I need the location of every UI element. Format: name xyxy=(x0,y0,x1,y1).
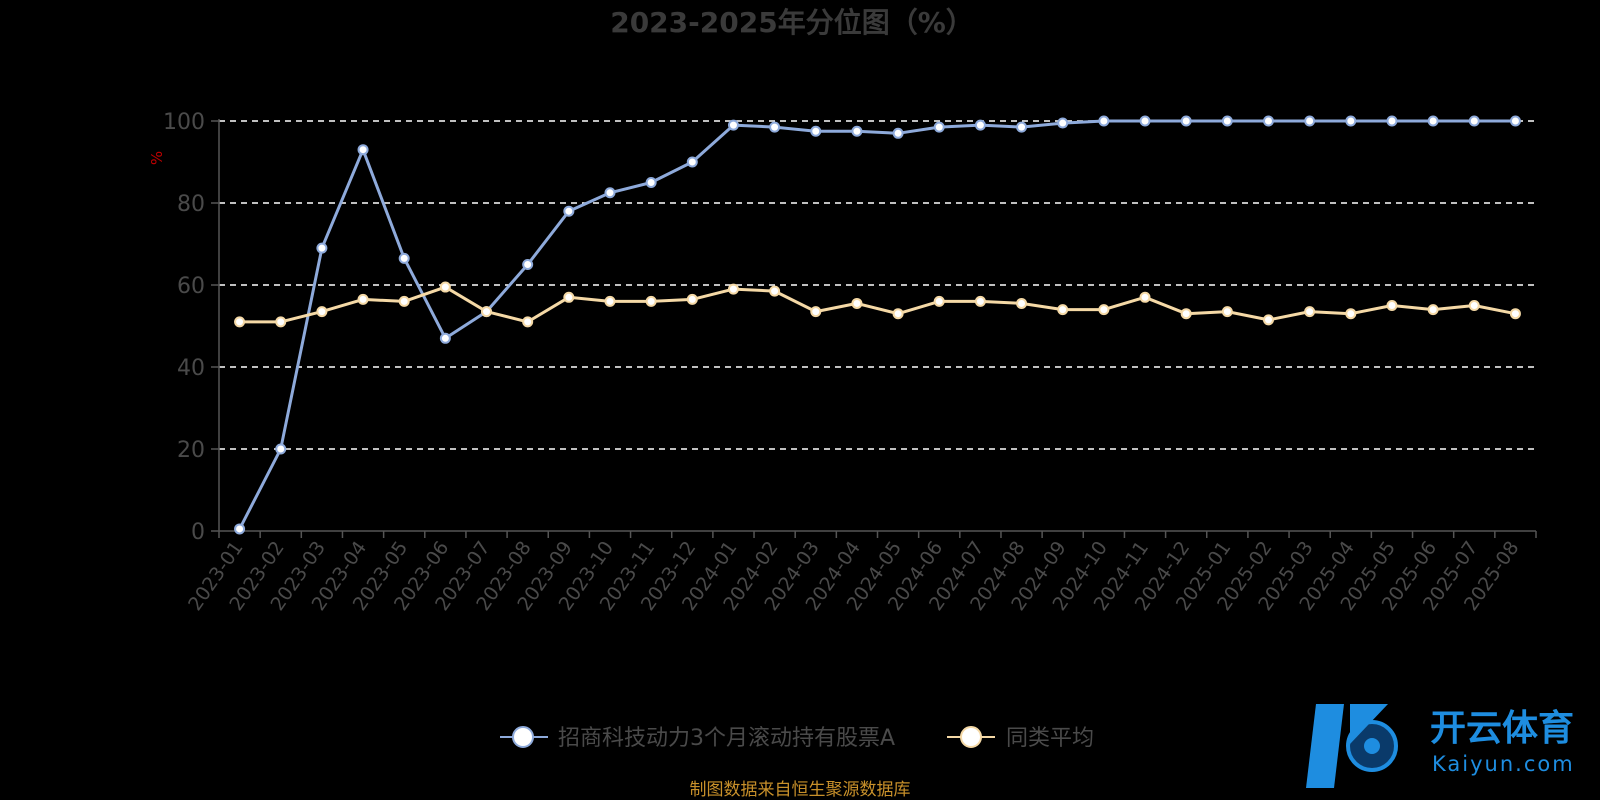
data-point[interactable] xyxy=(892,308,904,320)
legend-marker-peer-average xyxy=(960,726,982,748)
data-point[interactable] xyxy=(851,297,863,309)
data-point[interactable] xyxy=(357,293,369,305)
y-tick-label: 80 xyxy=(177,192,205,217)
data-point[interactable] xyxy=(522,316,534,328)
y-tick-label: 0 xyxy=(191,520,205,545)
data-point[interactable] xyxy=(398,252,410,264)
x-tick-labels: 2023-012023-022023-032023-042023-052023-… xyxy=(184,537,1523,615)
data-point[interactable] xyxy=(892,127,904,139)
data-point[interactable] xyxy=(1139,291,1151,303)
source-note: 制图数据来自恒生聚源数据库 xyxy=(690,780,911,800)
data-point[interactable] xyxy=(1262,314,1274,326)
y-axis-unit: % xyxy=(148,151,166,165)
data-point[interactable] xyxy=(1468,115,1480,127)
data-point[interactable] xyxy=(1509,308,1521,320)
series-group xyxy=(234,115,1521,535)
data-point[interactable] xyxy=(974,119,986,131)
data-point[interactable] xyxy=(357,144,369,156)
data-point[interactable] xyxy=(1098,115,1110,127)
chart-title: 2023-2025年分位图（%） xyxy=(610,6,974,39)
data-point[interactable] xyxy=(563,205,575,217)
data-point[interactable] xyxy=(1427,115,1439,127)
data-point[interactable] xyxy=(769,285,781,297)
data-point[interactable] xyxy=(439,281,451,293)
data-point[interactable] xyxy=(1139,115,1151,127)
data-point[interactable] xyxy=(1221,306,1233,318)
legend-item-peer-average[interactable]: 同类平均 xyxy=(947,726,1094,751)
y-tick-labels: 0 20 40 60 80 100 xyxy=(163,110,219,545)
data-point[interactable] xyxy=(1386,115,1398,127)
data-point[interactable] xyxy=(604,295,616,307)
data-point[interactable] xyxy=(275,316,287,328)
data-point[interactable] xyxy=(1262,115,1274,127)
data-point[interactable] xyxy=(1057,117,1069,129)
data-point[interactable] xyxy=(1509,115,1521,127)
data-point[interactable] xyxy=(933,295,945,307)
y-tick-label: 40 xyxy=(177,356,205,381)
legend-label-peer-average: 同类平均 xyxy=(1006,726,1094,751)
data-point[interactable] xyxy=(1057,304,1069,316)
data-point[interactable] xyxy=(1468,300,1480,311)
data-point[interactable] xyxy=(851,125,863,137)
data-point[interactable] xyxy=(522,259,534,270)
axes xyxy=(218,119,1537,538)
watermark-en: Kaiyun.com xyxy=(1432,752,1575,776)
data-point[interactable] xyxy=(727,119,739,131)
data-point[interactable] xyxy=(1304,306,1316,318)
y-tick-label: 20 xyxy=(177,438,205,463)
data-point[interactable] xyxy=(234,316,246,328)
series-1 xyxy=(234,281,1521,328)
data-point[interactable] xyxy=(1427,304,1439,316)
data-point[interactable] xyxy=(645,177,657,188)
data-point[interactable] xyxy=(1221,115,1233,127)
data-point[interactable] xyxy=(398,295,410,307)
data-point[interactable] xyxy=(686,156,698,168)
data-point[interactable] xyxy=(234,523,246,535)
legend-item-fund[interactable]: 招商科技动力3个月滚动持有股票A xyxy=(500,726,895,751)
data-point[interactable] xyxy=(1098,304,1110,316)
legend-marker-fund xyxy=(512,726,534,748)
series-0 xyxy=(234,115,1521,535)
data-point[interactable] xyxy=(810,125,822,137)
data-point[interactable] xyxy=(933,121,945,133)
y-tick-label: 100 xyxy=(163,110,205,135)
data-point[interactable] xyxy=(810,306,822,318)
data-point[interactable] xyxy=(275,443,287,455)
data-point[interactable] xyxy=(604,187,616,199)
data-point[interactable] xyxy=(1386,300,1398,311)
data-point[interactable] xyxy=(686,293,698,305)
data-point[interactable] xyxy=(1345,308,1357,320)
k-logo-icon xyxy=(1306,704,1344,788)
legend-label-fund: 招商科技动力3个月滚动持有股票A xyxy=(558,726,895,751)
y-tick-label: 60 xyxy=(177,274,205,299)
data-point[interactable] xyxy=(645,295,657,307)
data-point[interactable] xyxy=(974,295,986,307)
data-point[interactable] xyxy=(1180,115,1192,127)
data-point[interactable] xyxy=(769,121,781,133)
watermark-cn: 开云体育 xyxy=(1430,708,1574,749)
data-point[interactable] xyxy=(439,332,451,344)
data-point[interactable] xyxy=(1016,121,1028,133)
data-point[interactable] xyxy=(727,283,739,295)
series-line xyxy=(238,119,1516,530)
data-point[interactable] xyxy=(316,306,328,318)
data-point[interactable] xyxy=(1016,297,1028,309)
data-point[interactable] xyxy=(316,242,328,254)
data-point[interactable] xyxy=(1345,115,1357,127)
data-point[interactable] xyxy=(481,306,493,318)
data-point[interactable] xyxy=(563,291,575,303)
watermark-logo: 开云体育 Kaiyun.com xyxy=(1306,704,1575,788)
legend[interactable]: 招商科技动力3个月滚动持有股票A 同类平均 xyxy=(500,726,1094,751)
series-line xyxy=(239,285,1516,324)
data-point[interactable] xyxy=(1304,115,1316,127)
data-point[interactable] xyxy=(1180,308,1192,320)
